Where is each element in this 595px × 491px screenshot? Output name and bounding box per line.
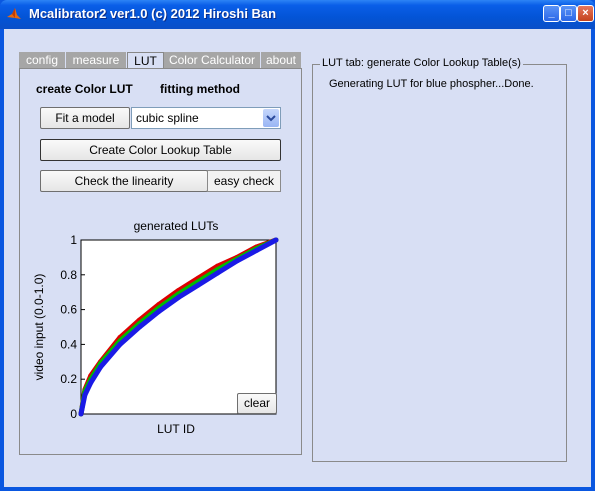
- tab-about[interactable]: about: [261, 52, 302, 68]
- data-point-blue: [88, 380, 94, 386]
- x-axis-label: LUT ID: [157, 422, 195, 436]
- check-linearity-button[interactable]: Check the linearity: [40, 170, 208, 192]
- data-point-blue: [117, 341, 123, 347]
- tab-color-calculator[interactable]: Color Calculator: [164, 52, 261, 68]
- matlab-icon: [7, 8, 21, 19]
- data-point-blue: [82, 392, 88, 398]
- tab-config[interactable]: config: [19, 52, 66, 68]
- tab-lut[interactable]: LUT: [127, 52, 164, 68]
- chart-title: generated LUTs: [134, 219, 219, 233]
- create-lut-button[interactable]: Create Color Lookup Table: [40, 139, 281, 161]
- y-tick-label: 0.8: [60, 268, 77, 282]
- lut-chart: generated LUTs 0 0.2 0.4 0.6 0.8 1 LUT ID vid…: [32, 219, 279, 436]
- status-group-title: LUT tab: generate Color Lookup Table(s): [320, 57, 523, 69]
- title-bar[interactable]: Mcalibrator2 ver1.0 (c) 2012 Hiroshi Ban…: [0, 0, 595, 29]
- chart-series: [78, 237, 279, 417]
- chevron-down-icon[interactable]: [263, 109, 279, 127]
- y-tick-label: 0.6: [60, 303, 77, 317]
- close-button[interactable]: ×: [577, 5, 594, 22]
- data-point-blue: [137, 324, 142, 330]
- data-point-blue: [98, 364, 103, 370]
- y-tick-label: 0.4: [60, 337, 77, 351]
- data-point-blue: [273, 237, 279, 243]
- tab-measure[interactable]: measure: [66, 52, 127, 68]
- y-tick-label: 1: [70, 233, 77, 247]
- fitting-method-value: cubic spline: [136, 111, 199, 125]
- maximize-button[interactable]: □: [560, 5, 577, 22]
- window-title: Mcalibrator2 ver1.0 (c) 2012 Hiroshi Ban: [29, 6, 277, 21]
- fitting-method-label: fitting method: [160, 82, 240, 96]
- fitting-method-select[interactable]: cubic spline: [131, 107, 281, 129]
- data-point-blue: [156, 308, 162, 314]
- plot-area: [80, 239, 277, 415]
- y-axis: 0 0.2 0.4 0.6 0.8 1: [60, 233, 85, 421]
- clear-button[interactable]: clear: [237, 393, 277, 414]
- data-point-blue: [215, 270, 220, 276]
- easy-check-toggle[interactable]: easy check: [207, 170, 281, 192]
- create-lut-label: create Color LUT: [36, 82, 133, 96]
- data-point-blue: [234, 258, 240, 264]
- data-point-blue: [176, 294, 181, 300]
- status-message: Generating LUT for blue phospher...Done.: [329, 78, 534, 90]
- status-group: [312, 64, 567, 462]
- minimize-button[interactable]: _: [543, 5, 560, 22]
- y-tick-label: 0: [70, 407, 77, 421]
- data-point-blue: [254, 247, 259, 253]
- data-point-blue: [78, 411, 84, 417]
- y-axis-label: video input (0.0-1.0): [32, 274, 46, 381]
- fit-model-button[interactable]: Fit a model: [40, 107, 130, 129]
- data-point-blue: [195, 282, 201, 288]
- y-tick-label: 0.2: [60, 372, 77, 386]
